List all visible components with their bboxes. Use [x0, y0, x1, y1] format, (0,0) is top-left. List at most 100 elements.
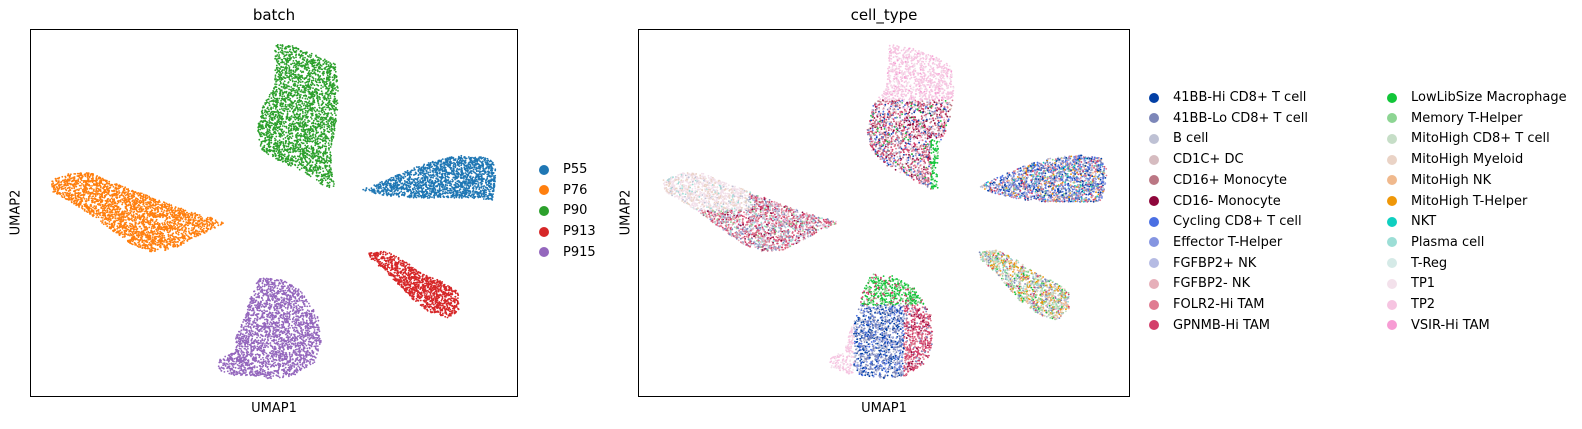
legend-label: Effector T-Helper [1173, 235, 1282, 250]
legend-item: MitoHigh Myeloid [1387, 152, 1523, 167]
legend-marker [1149, 196, 1159, 206]
legend-marker [1149, 299, 1159, 310]
legend-marker [1387, 237, 1397, 248]
y-axis-label-cell-type: UMAP2 [619, 183, 634, 243]
scatter-plot-cell-type [662, 44, 1108, 380]
legend-item: P76 [539, 183, 587, 198]
legend-label: P913 [563, 224, 596, 239]
legend-marker [1387, 133, 1397, 144]
legend-item: GPNMB-Hi TAM [1149, 318, 1270, 333]
legend-item: Memory T-Helper [1387, 111, 1522, 126]
cluster-mixed-left [662, 172, 837, 253]
legend-item: 41BB-Hi CD8+ T cell [1149, 90, 1306, 105]
scatter-plot-batch [51, 43, 497, 380]
chart-title-batch: batch [30, 6, 518, 24]
legend-marker [539, 164, 549, 175]
legend-item: MitoHigh T-Helper [1387, 194, 1527, 209]
legend-marker [1149, 258, 1159, 269]
cluster-mixed-right [979, 154, 1108, 203]
legend-label: LowLibSize Macrophage [1411, 90, 1567, 105]
legend-label: CD16+ Monocyte [1173, 173, 1287, 188]
legend-label: P90 [563, 203, 587, 218]
legend-marker [539, 226, 549, 237]
legend-item: MitoHigh NK [1387, 173, 1491, 188]
cluster-p55 [362, 154, 497, 201]
legend-marker [1387, 299, 1397, 310]
legend-label: CD1C+ DC [1173, 152, 1244, 167]
legend-label: MitoHigh Myeloid [1411, 152, 1523, 167]
cluster-p76 [51, 172, 224, 253]
legend-item: 41BB-Lo CD8+ T cell [1149, 111, 1308, 126]
plot-area-cell-type [638, 29, 1130, 397]
legend-item: CD16- Monocyte [1149, 194, 1281, 209]
legend-marker [1149, 320, 1159, 331]
cluster-mixed-top [866, 44, 955, 190]
legend-marker [539, 185, 549, 196]
legend-label: Memory T-Helper [1411, 111, 1522, 126]
legend-label: T-Reg [1411, 256, 1447, 271]
legend-label: NKT [1411, 214, 1436, 229]
legend-item: CD16+ Monocyte [1149, 173, 1287, 188]
x-axis-label-cell-type: UMAP1 [638, 401, 1130, 416]
legend-marker [1387, 113, 1397, 124]
legend-marker [1149, 113, 1159, 124]
legend-item: FGFBP2+ NK [1149, 256, 1256, 271]
legend-marker [1149, 154, 1159, 165]
plot-area-batch [30, 29, 518, 397]
legend-item: Cycling CD8+ T cell [1149, 214, 1302, 229]
legend-item: Plasma cell [1387, 235, 1484, 250]
legend-item: TP1 [1387, 276, 1435, 291]
legend-marker [1149, 175, 1159, 186]
legend-item: P55 [539, 162, 587, 177]
legend-item: B cell [1149, 131, 1208, 146]
legend-label: 41BB-Lo CD8+ T cell [1173, 111, 1308, 126]
legend-marker [1149, 133, 1159, 144]
legend-item: MitoHigh CD8+ T cell [1387, 131, 1550, 146]
legend-label: B cell [1173, 131, 1208, 146]
x-axis-label-batch: UMAP1 [30, 401, 518, 416]
legend-item: FOLR2-Hi TAM [1149, 297, 1265, 312]
legend-label: Cycling CD8+ T cell [1173, 214, 1302, 229]
legend-item: FGFBP2- NK [1149, 276, 1250, 291]
legend-label: VSIR-Hi TAM [1411, 318, 1490, 333]
legend-item: VSIR-Hi TAM [1387, 318, 1490, 333]
legend-marker [1387, 154, 1397, 165]
legend-marker [1387, 216, 1397, 227]
chart-title-cell-type: cell_type [638, 6, 1130, 24]
legend-label: P915 [563, 245, 596, 260]
legend-marker [1387, 175, 1397, 186]
legend-marker [1149, 278, 1159, 289]
legend-marker [1149, 216, 1159, 227]
cluster-p913 [368, 250, 460, 319]
legend-label: 41BB-Hi CD8+ T cell [1173, 90, 1306, 105]
legend-item: P90 [539, 203, 587, 218]
legend-marker [1387, 196, 1397, 206]
y-axis-label-batch: UMAP2 [9, 183, 24, 243]
legend-marker [1149, 237, 1159, 248]
legend-label: P55 [563, 162, 587, 177]
legend-label: CD16- Monocyte [1173, 194, 1281, 209]
legend-marker [1387, 320, 1397, 331]
legend-marker [539, 247, 549, 258]
cluster-p915 [217, 277, 322, 380]
legend-label: TP1 [1411, 276, 1435, 291]
legend-item: CD1C+ DC [1149, 152, 1244, 167]
legend-item: P915 [539, 245, 596, 260]
legend-label: Plasma cell [1411, 235, 1484, 250]
legend-item: T-Reg [1387, 256, 1447, 271]
legend-label: TP2 [1411, 297, 1435, 312]
cluster-mixed-lowright [978, 249, 1070, 321]
cluster-mixed-bottom [829, 273, 934, 380]
cluster-p90 [257, 43, 339, 189]
legend-item: TP2 [1387, 297, 1435, 312]
legend-label: FOLR2-Hi TAM [1173, 297, 1265, 312]
legend-label: P76 [563, 183, 587, 198]
legend-label: FGFBP2+ NK [1173, 256, 1256, 271]
legend-marker [1387, 258, 1397, 269]
legend-item: Effector T-Helper [1149, 235, 1282, 250]
legend-item: P913 [539, 224, 596, 239]
legend-marker [539, 205, 549, 216]
legend-label: MitoHigh T-Helper [1411, 194, 1527, 209]
legend-label: MitoHigh NK [1411, 173, 1491, 188]
legend-item: LowLibSize Macrophage [1387, 90, 1567, 105]
